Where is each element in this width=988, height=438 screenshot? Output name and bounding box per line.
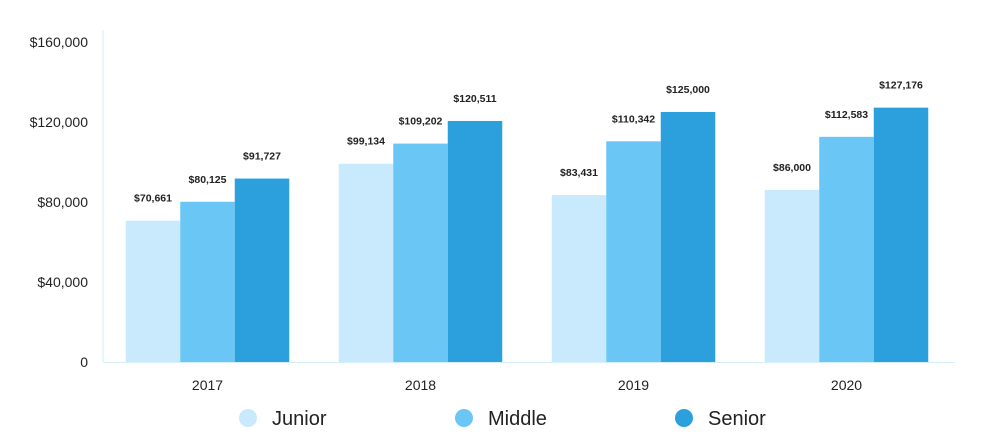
data-label-middle-2017: $80,125 — [189, 174, 227, 186]
bar-junior-2017 — [125, 220, 181, 362]
bar-senior-2018 — [447, 120, 503, 362]
x-tick-label: 2017 — [192, 377, 223, 393]
legend-label: Junior — [272, 408, 327, 430]
bar-senior-2017 — [234, 178, 290, 362]
x-tick-label: 2020 — [831, 377, 862, 393]
data-label-senior-2017: $91,727 — [243, 151, 281, 163]
y-tick-label: $160,000 — [30, 34, 89, 50]
legend: Junior Middle Senior — [239, 408, 766, 430]
data-label-junior-2020: $86,000 — [773, 162, 811, 174]
bar-junior-2019 — [551, 195, 607, 362]
data-label-middle-2018: $109,202 — [399, 116, 443, 128]
legend-item-middle[interactable]: Middle — [455, 408, 547, 430]
bar-middle-2017 — [180, 201, 235, 362]
data-label-junior-2019: $83,431 — [560, 167, 598, 179]
data-label-middle-2020: $112,583 — [825, 109, 868, 121]
bar-senior-2020 — [873, 107, 929, 363]
data-label-senior-2018: $120,511 — [453, 93, 496, 105]
legend-label: Middle — [488, 408, 547, 430]
y-tick-label: 0 — [80, 354, 88, 370]
data-label-junior-2017: $70,661 — [134, 193, 172, 205]
bar-junior-2018 — [338, 163, 394, 362]
legend-label: Senior — [708, 408, 766, 430]
legend-marker — [239, 409, 257, 427]
bar-middle-2019 — [606, 141, 661, 362]
x-tick-label: 2018 — [405, 377, 436, 393]
bar-middle-2020 — [819, 136, 874, 362]
bars — [125, 107, 929, 363]
axes: 0 $40,000 $80,000 $120,000 $160,000 2017 2018 2… — [30, 30, 955, 393]
legend-item-senior[interactable]: Senior — [675, 408, 766, 430]
y-tick-label: $80,000 — [37, 194, 88, 210]
legend-item-junior[interactable]: Junior — [239, 408, 327, 430]
y-tick-label: $120,000 — [30, 114, 89, 130]
data-label-middle-2019: $110,342 — [612, 113, 655, 125]
x-tick-label: 2019 — [618, 377, 649, 393]
data-labels: $70,661 $80,125 $91,727 $99,134 $109,202 $120… — [134, 80, 923, 205]
data-label-senior-2020: $127,176 — [879, 80, 923, 92]
bar-middle-2018 — [393, 143, 448, 362]
bar-junior-2020 — [764, 190, 820, 362]
legend-marker — [455, 409, 473, 427]
data-label-senior-2019: $125,000 — [666, 84, 710, 96]
bar-senior-2019 — [660, 112, 716, 362]
y-tick-label: $40,000 — [37, 274, 88, 290]
legend-marker — [675, 409, 693, 427]
data-label-junior-2018: $99,134 — [347, 136, 385, 148]
